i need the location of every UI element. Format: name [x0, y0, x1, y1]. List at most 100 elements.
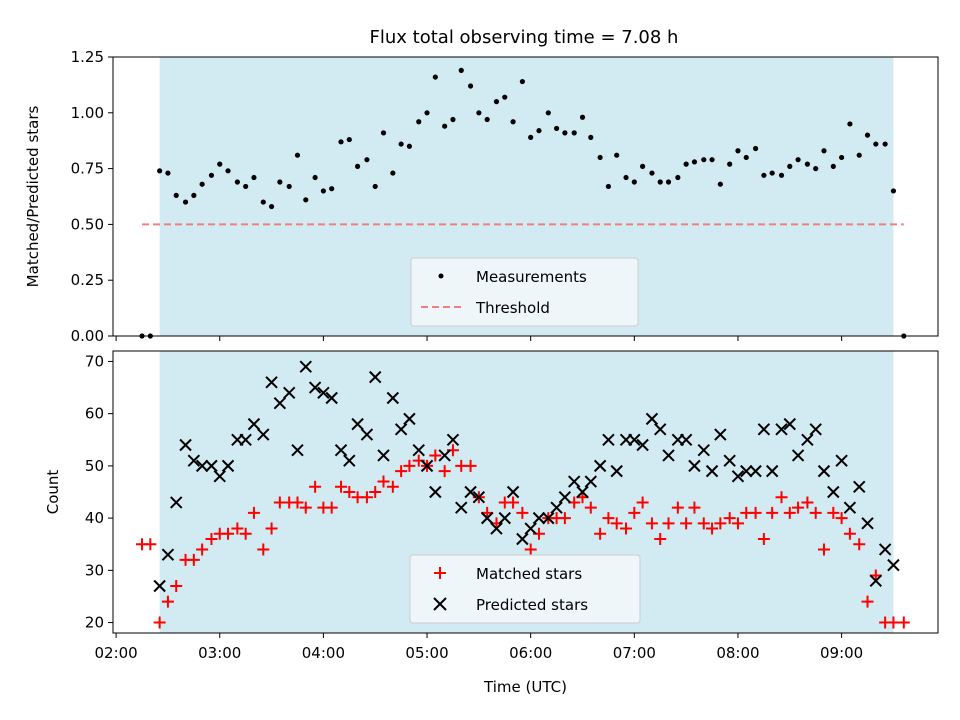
predicted-star-point — [170, 496, 183, 509]
measurement-point — [380, 130, 387, 136]
matched-star-point — [887, 616, 900, 629]
measurements-series — [139, 67, 907, 339]
matched-star-point — [524, 543, 537, 556]
count-y-tick-label: 40 — [85, 509, 104, 527]
predicted-star-point — [369, 370, 382, 384]
x-tick-label: 04:00 — [302, 644, 345, 662]
predicted-star-point — [861, 517, 874, 530]
matched-star-point — [299, 501, 312, 514]
measurement-point — [424, 110, 430, 116]
measurement-point — [199, 181, 205, 187]
predicted-star-point — [360, 428, 374, 441]
predicted-star-point — [516, 532, 529, 546]
matched-star-point — [196, 543, 209, 556]
matched-star-point — [153, 616, 166, 629]
measurement-point — [390, 170, 396, 176]
measurement-point — [701, 157, 707, 163]
measurement-point — [312, 174, 318, 181]
matched-star-point — [325, 501, 338, 514]
predicted-star-point — [714, 428, 727, 441]
predicted-star-point — [317, 386, 330, 399]
predicted-star-point — [576, 485, 589, 499]
predicted-star-point — [195, 459, 209, 473]
measurement-point — [761, 172, 767, 178]
predicted-star-point — [446, 433, 460, 446]
predicted-star-point — [817, 464, 831, 478]
matched-star-point — [309, 480, 322, 493]
measurement-point — [165, 170, 171, 176]
predicted-star-point — [265, 376, 278, 389]
matched-star-point — [783, 506, 796, 519]
predicted-star-point — [584, 475, 598, 488]
matched-star-point — [429, 449, 442, 462]
matched-star-point — [403, 459, 416, 472]
count-y-tick-label: 50 — [85, 457, 104, 475]
predicted-star-point — [688, 459, 701, 473]
legend-matched-label: Matched stars — [476, 565, 582, 583]
ratio-legend: Measurements Threshold — [410, 257, 639, 327]
measurement-point — [821, 148, 827, 154]
matched-star-point — [602, 512, 615, 525]
ratio-y-tick-label: 1.25 — [71, 48, 104, 66]
measurement-point — [225, 168, 231, 174]
predicted-star-point — [524, 522, 537, 535]
count-y-tick-label: 60 — [85, 405, 104, 423]
matched-star-point — [662, 517, 675, 530]
legend-measurements-marker — [438, 273, 444, 279]
predicted-star-point — [843, 501, 857, 514]
predicted-star-point — [394, 423, 408, 436]
measurement-point — [217, 161, 223, 167]
matched-star-point — [654, 533, 667, 545]
ratio-y-axis: 0.00 0.25 0.50 0.75 1.00 1.25 — [71, 48, 113, 345]
measurement-point — [243, 183, 249, 190]
predicted-star-point — [869, 574, 883, 587]
measurement-point — [579, 114, 586, 120]
matched-star-point — [749, 506, 762, 519]
predicted-star-point — [593, 459, 607, 473]
matched-star-point — [620, 522, 633, 535]
matched-star-point — [360, 491, 373, 504]
measurement-point — [398, 141, 404, 147]
predicted-star-point — [679, 433, 693, 446]
predicted-star-point — [273, 397, 287, 410]
x-tick-label: 07:00 — [613, 644, 656, 662]
matched-star-point — [706, 522, 719, 535]
measurement-point — [778, 172, 785, 178]
measurement-point — [450, 116, 456, 123]
measurement-point — [364, 157, 370, 163]
predicted-star-point — [705, 464, 719, 478]
predicted-star-point — [161, 548, 175, 561]
measurement-point — [502, 94, 508, 100]
matched-star-point — [680, 517, 693, 530]
legend-predicted-marker — [433, 597, 447, 611]
legend-measurements-label: Measurements — [476, 268, 587, 286]
measurement-point — [354, 163, 361, 169]
predicted-star-point — [351, 417, 364, 431]
predicted-star-point — [801, 433, 814, 446]
predicted-star-point — [420, 459, 434, 473]
measurement-point — [735, 148, 741, 154]
measurement-point — [191, 192, 197, 198]
matched-star-point — [516, 506, 529, 519]
matched-star-point — [247, 506, 260, 519]
predicted-star-point — [550, 501, 563, 514]
matched-star-point — [723, 512, 736, 525]
matched-star-point — [584, 501, 597, 514]
measurement-point — [303, 197, 309, 203]
measurement-point — [847, 121, 853, 127]
predicted-star-point — [749, 464, 762, 478]
count-x-axis-title: Time (UTC) — [483, 678, 567, 696]
measurement-point — [519, 78, 525, 85]
measurement-point — [277, 179, 283, 185]
predicted-star-point — [334, 444, 348, 457]
measurement-point — [260, 199, 266, 205]
measurement-point — [727, 161, 733, 167]
measurement-point — [882, 141, 888, 147]
predicted-star-point — [532, 511, 546, 525]
matched-star-point — [343, 486, 356, 498]
predicted-star-point — [221, 459, 235, 473]
measurement-point — [528, 134, 534, 140]
measurement-point — [795, 157, 801, 163]
measurement-point — [286, 183, 292, 190]
predicted-star-point — [506, 485, 520, 499]
